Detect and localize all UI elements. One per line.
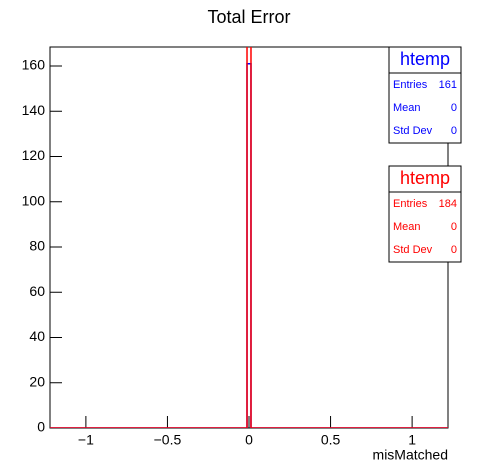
x-tick-label: −1 xyxy=(78,432,94,448)
stats-label: Std Dev xyxy=(393,244,433,256)
chart-title: Total Error xyxy=(207,7,290,27)
stats-box xyxy=(388,165,462,263)
y-tick-label: 120 xyxy=(22,147,46,163)
x-tick-label: −0.5 xyxy=(154,432,182,448)
stats-label: Entries xyxy=(393,198,428,210)
y-tick-label: 140 xyxy=(22,102,46,118)
stats-value: 0 xyxy=(451,125,457,137)
x-tick-label: 0.5 xyxy=(321,432,341,448)
stats-value: 0 xyxy=(451,102,457,114)
x-tick-label: 0 xyxy=(245,432,253,448)
stats-value: 184 xyxy=(439,198,457,210)
stats-title: htemp xyxy=(400,168,450,188)
x-axis-label: misMatched xyxy=(373,447,448,463)
y-tick-label: 100 xyxy=(22,192,46,208)
y-tick-label: 0 xyxy=(37,419,45,435)
x-tick-label: 1 xyxy=(408,432,416,448)
plot-frame xyxy=(49,46,449,429)
stats-title: htemp xyxy=(400,49,450,69)
y-tick-label: 40 xyxy=(29,328,45,344)
stats-label: Std Dev xyxy=(393,125,433,137)
stats-label: Mean xyxy=(393,221,421,233)
y-tick-label: 20 xyxy=(29,373,45,389)
stats-value: 0 xyxy=(451,244,457,256)
y-tick-label: 60 xyxy=(29,283,45,299)
y-tick-label: 80 xyxy=(29,238,45,254)
stats-box xyxy=(388,46,462,144)
stats-label: Mean xyxy=(393,102,421,114)
y-tick-label: 160 xyxy=(22,57,46,73)
stats-value: 0 xyxy=(451,221,457,233)
histogram-bin xyxy=(246,47,252,428)
plot-area xyxy=(50,47,448,428)
stats-value: 161 xyxy=(439,79,457,91)
stats-label: Entries xyxy=(393,79,428,91)
